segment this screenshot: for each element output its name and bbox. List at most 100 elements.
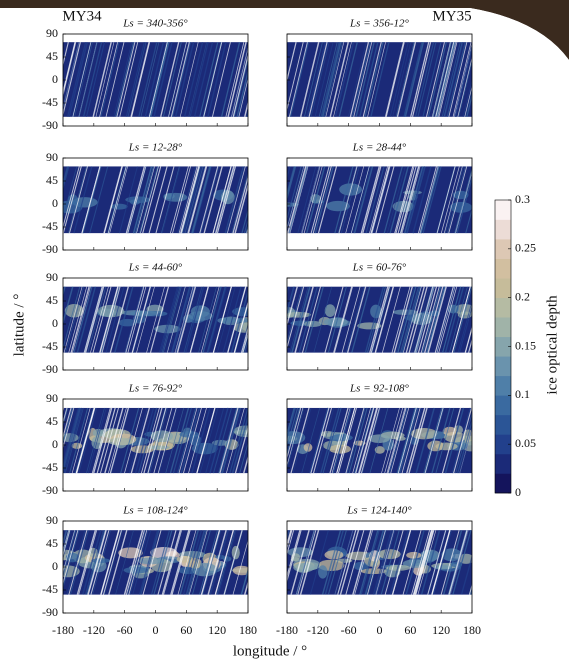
colorbar-tick-label: 0.25 [515,241,536,255]
y-tick-label: 45 [46,173,58,187]
orbit-track [226,407,245,474]
orbit-track [452,42,472,117]
orbit-track [441,42,461,117]
orbit-track [72,286,91,353]
orbit-track [75,407,95,474]
orbit-track [341,286,361,353]
map-patch [232,307,248,317]
orbit-track [332,407,352,474]
orbit-track [351,42,372,117]
map [63,166,248,234]
orbit-track [367,42,386,117]
orbit-track [63,166,82,234]
orbit-track [82,530,102,595]
orbit-track [412,166,432,234]
orbit-track [63,530,70,554]
orbit-track [243,454,248,474]
orbit-track [371,166,391,234]
orbit-track [393,286,413,353]
orbit-track [82,166,102,234]
orbit-track [100,530,120,595]
orbit-track [160,286,180,353]
panel-title: Ls = 60-76° [352,262,407,274]
colorbar-step [495,453,511,474]
orbit-track [68,42,88,117]
colorbar-step [495,278,511,298]
orbit-track [149,286,170,353]
orbit-track [391,286,411,353]
orbit-track [300,166,320,234]
orbit-track [345,407,365,474]
y-tick-label: 90 [46,391,58,405]
orbit-track [179,530,199,595]
orbit-track [337,407,357,474]
orbit-track [310,166,330,234]
orbit-track [287,407,302,460]
y-tick-label: 45 [46,293,58,307]
orbit-track [225,42,245,117]
orbit-track [226,166,246,234]
orbit-track [375,166,395,234]
orbit-track [220,407,241,474]
y-tick-label: -45 [42,219,58,233]
orbit-track [350,166,370,234]
orbit-track [297,166,317,234]
orbit-track [92,286,112,353]
y-tick-label: -90 [42,605,58,619]
orbit-track [411,530,430,595]
orbit-track [455,412,472,474]
panel-title: Ls = 124-140° [346,505,412,517]
orbit-track [288,42,309,117]
map [63,529,248,595]
orbit-track [131,42,151,117]
orbit-track [447,166,466,234]
orbit-track [405,286,425,353]
orbit-track [189,42,209,117]
orbit-track [90,530,110,595]
orbit-track [69,530,89,595]
orbit-track [406,407,426,474]
orbit-track [165,407,185,474]
orbit-track [63,530,72,560]
orbit-track [155,166,175,234]
orbit-track [395,166,415,234]
orbit-track [140,166,159,234]
orbit-track [191,407,211,474]
column-label: MY34 [62,8,102,24]
orbit-track [130,407,150,474]
orbit-track [171,42,192,117]
x-tick-label: 0 [377,623,383,637]
x-tick-label: -120 [83,623,105,637]
orbit-track [386,407,406,474]
orbit-track [413,286,433,353]
orbit-track [229,407,248,474]
orbit-track [424,407,444,474]
orbit-track [449,286,468,353]
orbit-track [287,407,301,457]
orbit-track [63,42,77,98]
orbit-track [72,42,92,117]
orbit-track [105,286,125,353]
orbit-track [63,407,80,469]
orbit-track [82,42,103,117]
map [287,407,472,474]
orbit-track [333,42,352,117]
orbit-track [420,286,440,353]
orbit-track [324,286,344,353]
orbit-track [289,286,309,353]
orbit-track [436,166,456,234]
orbit-track [63,407,68,426]
orbit-track [199,530,218,595]
orbit-track [71,407,91,474]
orbit-track [87,530,107,595]
orbit-track [322,407,342,474]
orbit-track [108,407,127,474]
orbit-track [444,166,464,234]
panel-title: Ls = 340-356° [122,18,188,30]
orbit-track [465,207,472,234]
orbit-track [421,286,442,353]
orbit-track [448,530,468,595]
orbit-track [380,530,400,595]
orbit-track [125,530,145,595]
y-tick-label: 90 [46,270,58,284]
